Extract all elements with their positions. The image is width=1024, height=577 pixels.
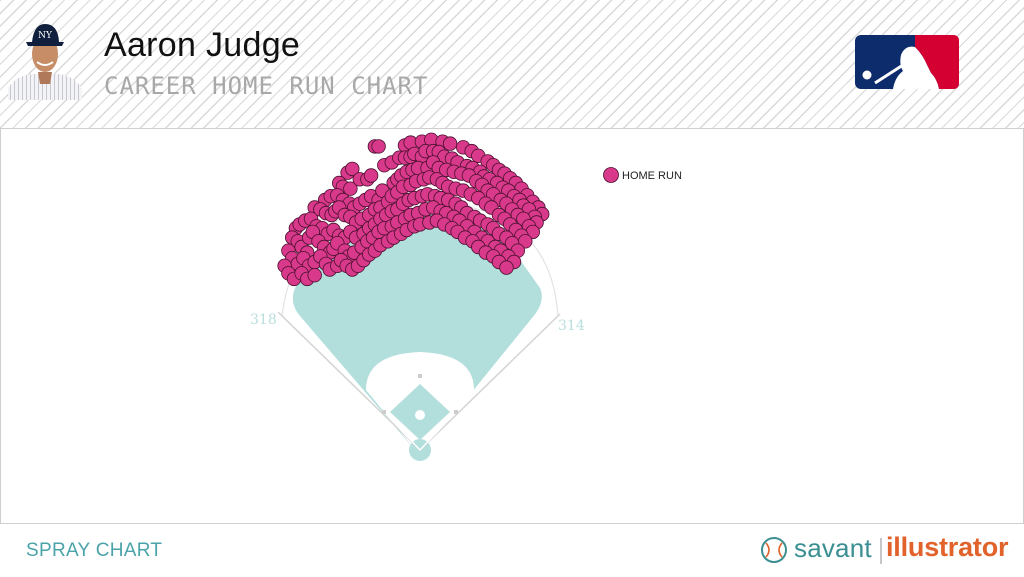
left-field-distance: 318 xyxy=(250,312,277,328)
third-base xyxy=(382,410,386,414)
brand-illustrator-text: illustrator xyxy=(886,532,1009,562)
home-run-point xyxy=(307,267,322,283)
brand-savant-text: savant xyxy=(794,533,872,563)
home-run-point xyxy=(499,260,514,275)
home-run-point xyxy=(343,181,358,196)
home-run-points xyxy=(277,132,550,287)
legend-label: HOME RUN xyxy=(622,170,682,182)
home-run-point xyxy=(442,136,458,151)
chart-subtitle: CAREER HOME RUN CHART xyxy=(104,72,429,100)
right-field-distance: 314 xyxy=(558,318,585,334)
player-headshot-icon: NY xyxy=(8,24,82,100)
home-run-point xyxy=(371,139,386,154)
legend-marker xyxy=(603,167,619,183)
mlb-logo-icon xyxy=(855,35,959,89)
pitchers-mound xyxy=(415,410,425,420)
frame-border-left xyxy=(0,128,1,576)
right-foul-line xyxy=(419,313,561,451)
footer-bar: SPRAY CHART savant illustrator xyxy=(0,523,1024,577)
second-base xyxy=(418,374,422,378)
baseline-first xyxy=(419,411,457,451)
spray-chart: 318 314 408 HOME RUN xyxy=(0,128,1024,524)
spray-chart-svg: 318 314 408 HOME RUN xyxy=(250,132,682,461)
footer-label: SPRAY CHART xyxy=(26,540,163,561)
left-foul-line xyxy=(277,311,421,451)
home-run-point xyxy=(363,168,379,183)
brand-divider xyxy=(880,538,882,564)
home-run-point xyxy=(345,161,360,177)
header-banner: NY Aaron Judge CAREER HOME RUN CHART xyxy=(0,0,1024,129)
baseline-third xyxy=(383,411,421,451)
first-base xyxy=(454,410,458,414)
svg-text:NY: NY xyxy=(38,31,53,41)
savant-illustrator-brand: savant illustrator xyxy=(760,532,1016,567)
chart-legend: HOME RUN xyxy=(603,167,682,183)
player-name-title: Aaron Judge xyxy=(104,26,301,64)
baseball-icon xyxy=(761,537,787,563)
